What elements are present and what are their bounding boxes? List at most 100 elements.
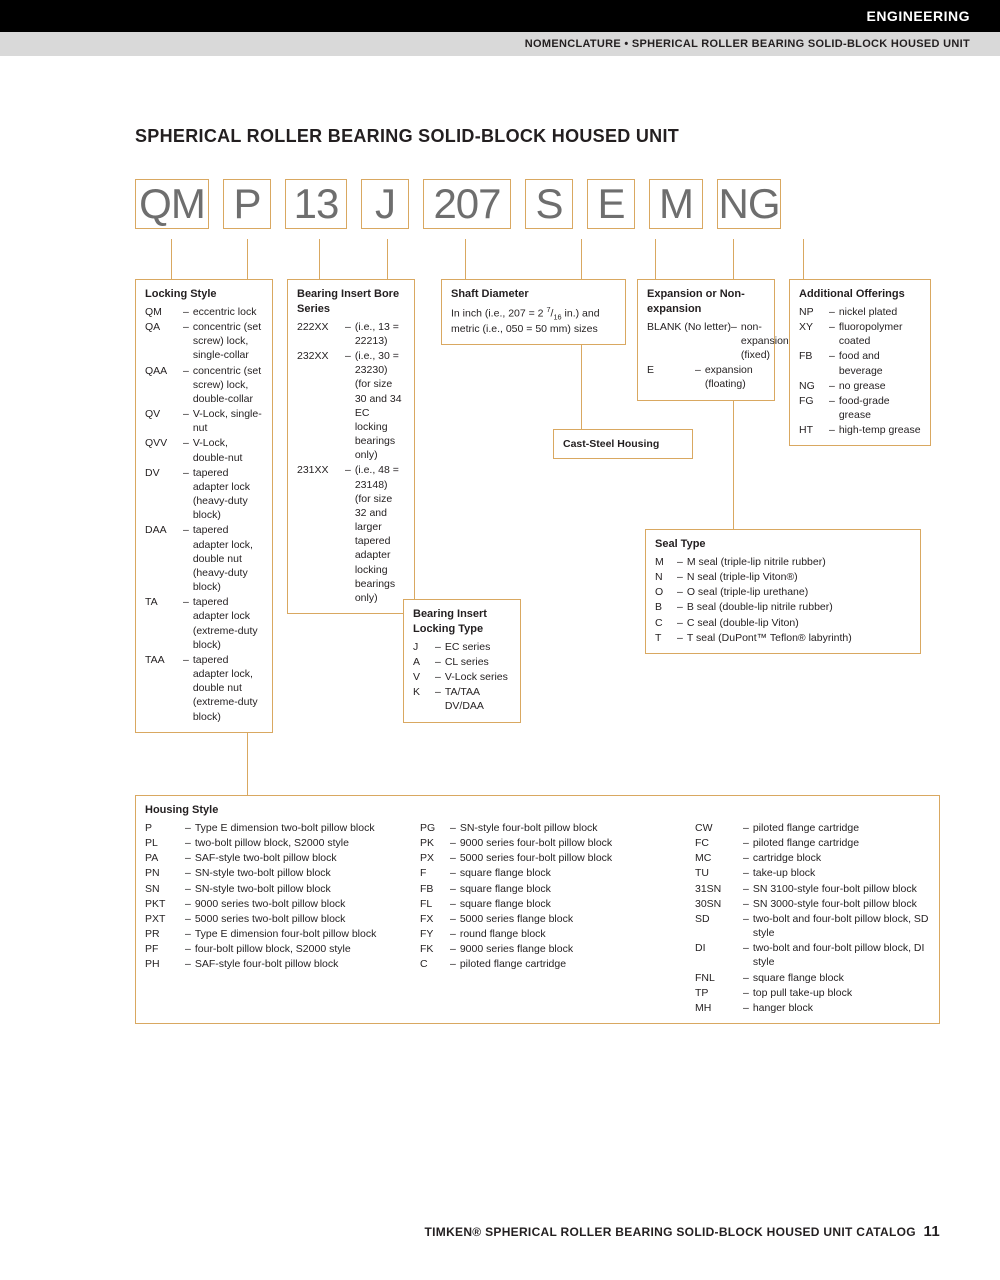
kv-row: PKT–9000 series two-bolt pillow block: [145, 897, 380, 911]
kv-row: A–CL series: [413, 655, 511, 669]
kv-row: DI–two-bolt and four-bolt pillow block, …: [695, 941, 930, 969]
header-black-bar: ENGINEERING: [0, 0, 1000, 32]
kv-row: QV–V-Lock, single-nut: [145, 407, 263, 435]
kv-row: QA–concentric (set screw) lock, single-c…: [145, 320, 263, 363]
kv-row: PH–SAF-style four-bolt pillow block: [145, 957, 380, 971]
kv-row: XY–fluoropolymer coated: [799, 320, 921, 348]
kv-row: TU–take-up block: [695, 866, 930, 880]
box-cast-steel: Cast-Steel Housing: [553, 429, 693, 459]
connector: [465, 239, 466, 279]
kv-row: PN–SN-style two-bolt pillow block: [145, 866, 380, 880]
kv-row: K–TA/TAA DV/DAA: [413, 685, 511, 713]
box-title: Additional Offerings: [799, 287, 921, 302]
connector: [319, 239, 320, 279]
kv-row: V–V-Lock series: [413, 670, 511, 684]
box-text: In inch (i.e., 207 = 2 7/16 in.) and met…: [451, 305, 616, 337]
kv-row: J–EC series: [413, 640, 511, 654]
kv-row: QAA–concentric (set screw) lock, double-…: [145, 364, 263, 407]
kv-row: B–B seal (double-lip nitrile rubber): [655, 600, 911, 614]
kv-row: M–M seal (triple-lip nitrile rubber): [655, 555, 911, 569]
kv-row: SD–two-bolt and four-bolt pillow block, …: [695, 912, 930, 940]
kv-row: FG–food-grade grease: [799, 394, 921, 422]
code-box-207: 207: [423, 179, 511, 229]
connector: [803, 239, 804, 279]
kv-row: P–Type E dimension two-bolt pillow block: [145, 821, 380, 835]
kv-row: 30SN–SN 3000-style four-bolt pillow bloc…: [695, 897, 930, 911]
code-box-p: P: [223, 179, 271, 229]
kv-row: DV–tapered adapter lock (heavy-duty bloc…: [145, 466, 263, 523]
kv-row: NP–nickel plated: [799, 305, 921, 319]
box-locking-style: Locking Style QM–eccentric lockQA–concen…: [135, 279, 273, 733]
kv-row: CW–piloted flange cartridge: [695, 821, 930, 835]
footer-text: TIMKEN® SPHERICAL ROLLER BEARING SOLID-B…: [425, 1225, 916, 1239]
box-additional-offerings: Additional Offerings NP–nickel platedXY–…: [789, 279, 931, 446]
kv-row: MC–cartridge block: [695, 851, 930, 865]
code-box-13: 13: [285, 179, 347, 229]
kv-row: FX–5000 series flange block: [420, 912, 655, 926]
kv-row: FNL–square flange block: [695, 971, 930, 985]
kv-row: PX–5000 series four-bolt pillow block: [420, 851, 655, 865]
kv-row: 232XX–(i.e., 30 = 23230) (for size 30 an…: [297, 349, 405, 462]
code-row: QM P 13 J 207 S E M NG: [135, 179, 940, 229]
kv-row: FY–round flange block: [420, 927, 655, 941]
kv-row: DAA–tapered adapter lock, double nut (he…: [145, 523, 263, 594]
box-bore-series: Bearing Insert Bore Series 222XX–(i.e., …: [287, 279, 415, 614]
box-title: Housing Style: [145, 803, 930, 818]
kv-row: PK–9000 series four-bolt pillow block: [420, 836, 655, 850]
box-text: Cast-Steel Housing: [563, 438, 659, 450]
kv-row: 31SN–SN 3100-style four-bolt pillow bloc…: [695, 882, 930, 896]
code-box-qm: QM: [135, 179, 209, 229]
box-title: Seal Type: [655, 537, 911, 552]
kv-row: QVV–V-Lock, double-nut: [145, 436, 263, 464]
kv-row: FC–piloted flange cartridge: [695, 836, 930, 850]
code-box-ng: NG: [717, 179, 781, 229]
kv-row: QM–eccentric lock: [145, 305, 263, 319]
box-expansion: Expansion or Non-expansion BLANK (No let…: [637, 279, 775, 401]
box-title: Shaft Diameter: [451, 287, 616, 302]
code-box-j: J: [361, 179, 409, 229]
kv-row: PR–Type E dimension four-bolt pillow blo…: [145, 927, 380, 941]
box-housing-style: Housing Style P–Type E dimension two-bol…: [135, 795, 940, 1024]
main-title: SPHERICAL ROLLER BEARING SOLID-BLOCK HOU…: [135, 126, 940, 147]
kv-row: C–piloted flange cartridge: [420, 957, 655, 971]
kv-row: F–square flange block: [420, 866, 655, 880]
kv-row: BLANK (No letter)–non-expansion (fixed): [647, 320, 765, 363]
kv-row: FK–9000 series flange block: [420, 942, 655, 956]
code-box-e: E: [587, 179, 635, 229]
box-shaft-diameter: Shaft Diameter In inch (i.e., 207 = 2 7/…: [441, 279, 626, 345]
connector: [171, 239, 172, 279]
kv-row: MH–hanger block: [695, 1001, 930, 1015]
box-title: Bearing Insert Locking Type: [413, 607, 511, 637]
kv-row: O–O seal (triple-lip urethane): [655, 585, 911, 599]
footer: TIMKEN® SPHERICAL ROLLER BEARING SOLID-B…: [425, 1223, 940, 1240]
box-title: Expansion or Non-expansion: [647, 287, 765, 317]
box-title: Bearing Insert Bore Series: [297, 287, 405, 317]
kv-row: 222XX–(i.e., 13 = 22213): [297, 320, 405, 348]
info-grid: Locking Style QM–eccentric lockQA–concen…: [135, 239, 940, 999]
box-locking-type: Bearing Insert Locking Type J–EC seriesA…: [403, 599, 521, 723]
kv-row: N–N seal (triple-lip Viton®): [655, 570, 911, 584]
box-title: Locking Style: [145, 287, 263, 302]
code-box-m: M: [649, 179, 703, 229]
kv-row: PG–SN-style four-bolt pillow block: [420, 821, 655, 835]
kv-row: 231XX–(i.e., 48 = 23148) (for size 32 an…: [297, 463, 405, 605]
kv-row: PF–four-bolt pillow block, S2000 style: [145, 942, 380, 956]
kv-row: NG–no grease: [799, 379, 921, 393]
kv-row: PL–two-bolt pillow block, S2000 style: [145, 836, 380, 850]
kv-row: FB–square flange block: [420, 882, 655, 896]
kv-row: TAA–tapered adapter lock, double nut (ex…: [145, 653, 263, 724]
box-seal-type: Seal Type M–M seal (triple-lip nitrile r…: [645, 529, 921, 654]
connector: [655, 239, 656, 279]
kv-row: FL–square flange block: [420, 897, 655, 911]
kv-row: FB–food and beverage: [799, 349, 921, 377]
kv-row: PA–SAF-style two-bolt pillow block: [145, 851, 380, 865]
kv-row: PXT–5000 series two-bolt pillow block: [145, 912, 380, 926]
kv-row: SN–SN-style two-bolt pillow block: [145, 882, 380, 896]
page-number: 11: [924, 1223, 940, 1240]
kv-row: TA–tapered adapter lock (extreme-duty bl…: [145, 595, 263, 652]
kv-row: T–T seal (DuPont™ Teflon® labyrinth): [655, 631, 911, 645]
kv-row: TP–top pull take-up block: [695, 986, 930, 1000]
kv-row: HT–high-temp grease: [799, 423, 921, 437]
code-box-s: S: [525, 179, 573, 229]
kv-row: E–expansion (floating): [647, 363, 765, 391]
